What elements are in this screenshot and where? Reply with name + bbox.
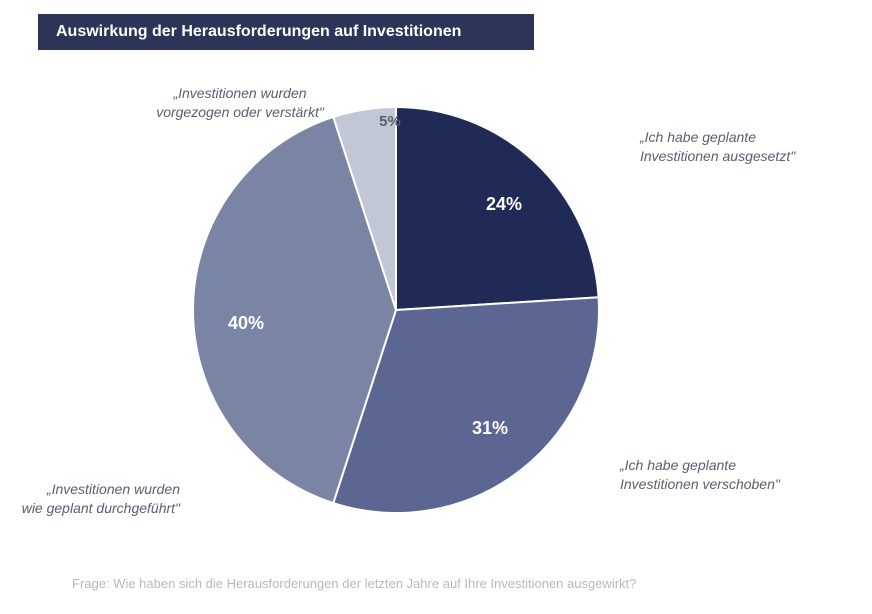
pie-slice-pct: 31% bbox=[460, 418, 520, 439]
pie-slice-label: „Investitionen wurdenvorgezogen oder ver… bbox=[90, 84, 390, 122]
pie-slice-pct: 24% bbox=[474, 194, 534, 215]
pie-slice-label: „Ich habe geplanteInvestitionen verschob… bbox=[620, 456, 780, 494]
chart-footnote: Frage: Wie haben sich die Herausforderun… bbox=[72, 576, 636, 591]
pie-slice-label: „Investitionen wurdenwie geplant durchge… bbox=[0, 480, 180, 518]
pie-slice-label: „Ich habe geplanteInvestitionen ausgeset… bbox=[640, 128, 795, 166]
pie-slice-pct: 40% bbox=[216, 313, 276, 334]
